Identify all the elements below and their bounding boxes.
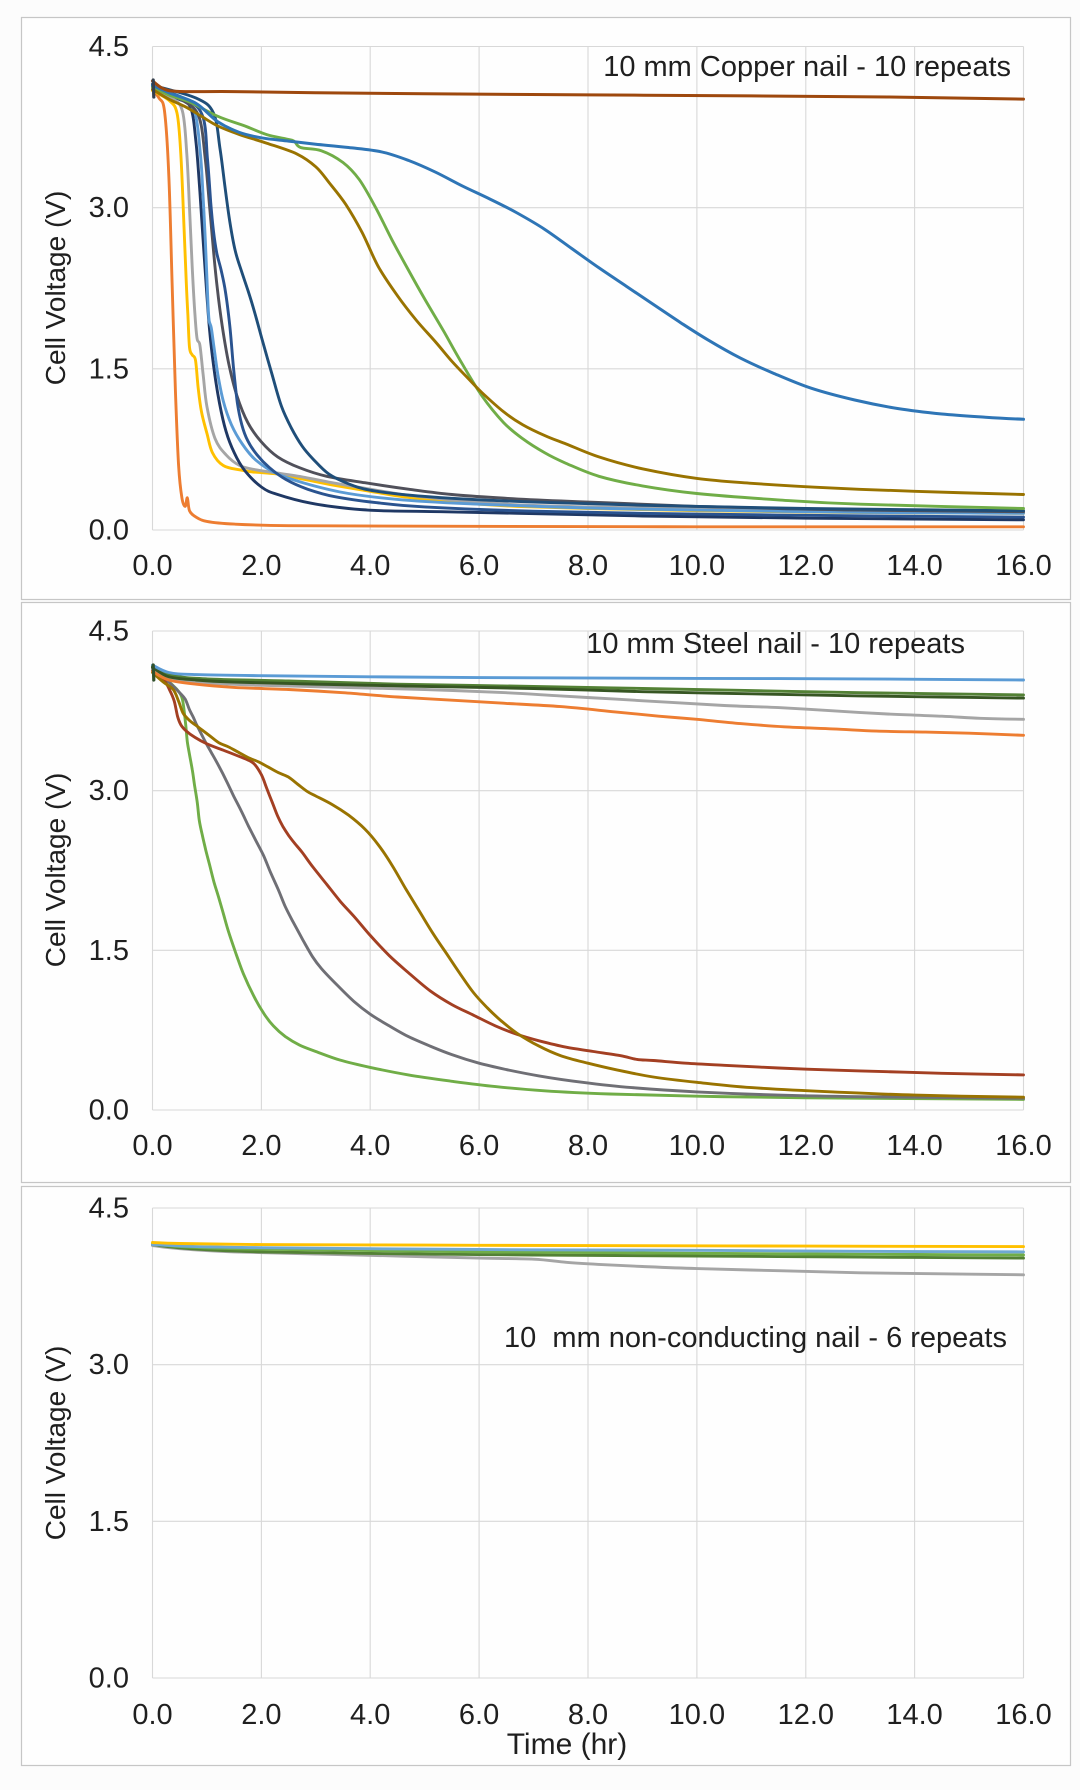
svg-text:8.0: 8.0 <box>568 1130 608 1162</box>
svg-text:2.0: 2.0 <box>241 550 281 582</box>
svg-text:0.0: 0.0 <box>89 1663 129 1695</box>
svg-text:Cell Voltage (V): Cell Voltage (V) <box>40 191 71 386</box>
svg-text:10 mm Copper nail - 10 repeats: 10 mm Copper nail - 10 repeats <box>603 51 1011 83</box>
svg-text:1.5: 1.5 <box>89 1506 129 1538</box>
svg-text:3.0: 3.0 <box>89 775 129 807</box>
svg-text:Cell Voltage (V): Cell Voltage (V) <box>40 773 71 968</box>
svg-text:0.0: 0.0 <box>132 1130 172 1162</box>
svg-text:1.5: 1.5 <box>89 935 129 967</box>
svg-text:14.0: 14.0 <box>886 1699 942 1731</box>
svg-text:2.0: 2.0 <box>241 1699 281 1731</box>
svg-text:6.0: 6.0 <box>459 1130 499 1162</box>
svg-text:Cell Voltage (V): Cell Voltage (V) <box>40 1346 71 1541</box>
svg-text:4.0: 4.0 <box>350 1130 390 1162</box>
svg-text:3.0: 3.0 <box>89 1349 129 1381</box>
svg-text:2.0: 2.0 <box>241 1130 281 1162</box>
svg-text:14.0: 14.0 <box>886 1130 942 1162</box>
svg-text:4.5: 4.5 <box>89 616 129 648</box>
svg-text:10 mm non-conducting nail - 6: 10 mm non-conducting nail - 6 repeats <box>504 1322 1007 1354</box>
svg-text:4.5: 4.5 <box>89 31 129 63</box>
svg-text:0.0: 0.0 <box>89 1095 129 1127</box>
svg-text:12.0: 12.0 <box>778 1130 834 1162</box>
svg-text:4.0: 4.0 <box>350 550 390 582</box>
svg-text:16.0: 16.0 <box>995 1130 1051 1162</box>
svg-text:4.0: 4.0 <box>350 1699 390 1731</box>
svg-text:10.0: 10.0 <box>669 550 725 582</box>
svg-text:3.0: 3.0 <box>89 192 129 224</box>
svg-text:0.0: 0.0 <box>132 550 172 582</box>
svg-text:6.0: 6.0 <box>459 550 499 582</box>
svg-text:8.0: 8.0 <box>568 1699 608 1731</box>
svg-text:6.0: 6.0 <box>459 1699 499 1731</box>
svg-text:10 mm Steel nail - 10 repeats: 10 mm Steel nail - 10 repeats <box>586 628 965 660</box>
svg-text:14.0: 14.0 <box>886 550 942 582</box>
svg-text:16.0: 16.0 <box>995 550 1051 582</box>
svg-text:0.0: 0.0 <box>132 1699 172 1731</box>
svg-text:10.0: 10.0 <box>669 1699 725 1731</box>
svg-text:12.0: 12.0 <box>778 550 834 582</box>
svg-text:Time (hr): Time (hr) <box>507 1728 628 1761</box>
svg-text:10.0: 10.0 <box>669 1130 725 1162</box>
svg-text:8.0: 8.0 <box>568 550 608 582</box>
svg-text:4.5: 4.5 <box>89 1193 129 1225</box>
svg-text:0.0: 0.0 <box>89 515 129 547</box>
svg-text:16.0: 16.0 <box>995 1699 1051 1731</box>
svg-text:1.5: 1.5 <box>89 353 129 385</box>
svg-text:12.0: 12.0 <box>778 1699 834 1731</box>
